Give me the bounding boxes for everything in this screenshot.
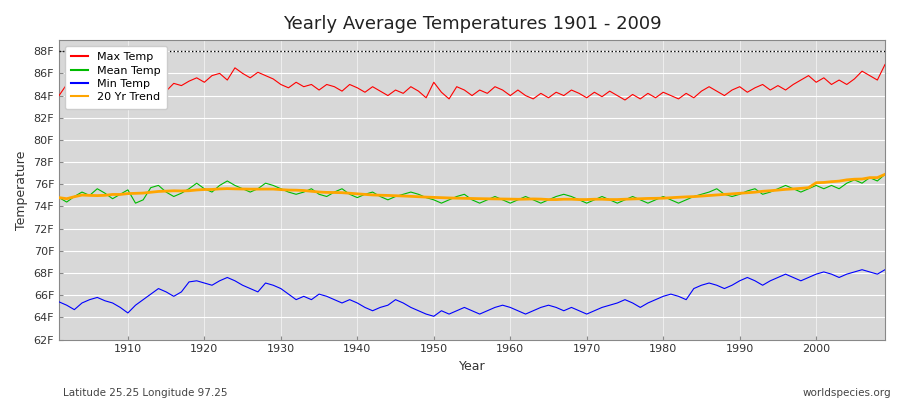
Text: Latitude 25.25 Longitude 97.25: Latitude 25.25 Longitude 97.25: [63, 388, 228, 398]
Text: worldspecies.org: worldspecies.org: [803, 388, 891, 398]
X-axis label: Year: Year: [459, 360, 485, 373]
Title: Yearly Average Temperatures 1901 - 2009: Yearly Average Temperatures 1901 - 2009: [283, 15, 662, 33]
Legend: Max Temp, Mean Temp, Min Temp, 20 Yr Trend: Max Temp, Mean Temp, Min Temp, 20 Yr Tre…: [65, 46, 167, 109]
Y-axis label: Temperature: Temperature: [15, 150, 28, 230]
